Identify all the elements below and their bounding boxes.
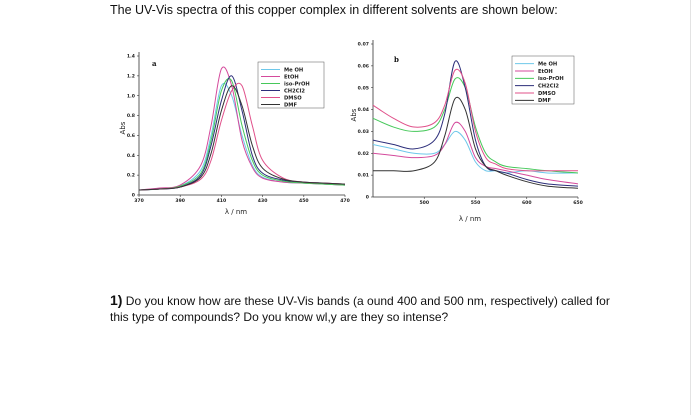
legend-label: DMSO [284,95,302,101]
legend-label: iso-PrOH [538,76,564,82]
x-axis-label: λ / nm [225,208,247,216]
y-tick-label: 0.2 [127,173,135,179]
series-line-iso-proh [138,78,346,191]
y-tick-label: 0.06 [358,63,369,69]
x-tick-label: 500 [419,200,429,206]
y-axis-label: Abs [119,121,127,134]
y-tick-label: 0.6 [127,133,135,139]
legend-label: CH2Cl2 [284,88,305,94]
x-tick-label: 470 [340,198,350,204]
x-tick-label: 650 [573,200,583,206]
y-tick-label: 0.05 [358,85,369,91]
y-tick-label: 0.01 [358,173,369,179]
panel-letter: a [152,59,157,68]
y-tick-label: 1.0 [127,93,135,99]
series-line-me-oh [372,130,579,174]
legend-label: iso-PrOH [284,81,310,87]
x-axis-label: λ / nm [459,215,481,223]
series-line-etoh [372,121,579,185]
header-text: The UV-Vis spectra of this copper comple… [110,3,558,17]
legend-label: Me OH [538,61,557,67]
question-number: 1) [110,292,123,308]
y-tick-label: 0.03 [358,129,369,135]
y-tick-label: 0.4 [127,153,135,159]
x-tick-label: 430 [258,198,268,204]
y-tick-label: 0.02 [358,151,369,157]
legend-label: CH2Cl2 [538,83,559,89]
x-tick-label: 410 [217,198,227,204]
legend-label: DMSO [538,91,556,97]
legend-label: DMF [538,98,551,104]
x-tick-label: 550 [471,200,481,206]
series-line-dmf [138,85,346,191]
y-tick-label: 0.8 [127,113,135,119]
y-tick-label: 0.07 [358,42,369,48]
y-tick-label: 0 [366,195,369,201]
series-line-dmf [373,96,579,189]
series-line-ch2cl2 [372,60,579,187]
legend-label: Me OH [284,67,303,73]
panel-letter: b [394,55,399,64]
page-border [690,0,691,415]
y-tick-label: 0 [132,193,135,199]
x-tick-label: 390 [175,198,185,204]
question-block: 1) Do you know how are these UV-Vis band… [110,292,630,325]
y-axis-label: Abs [350,108,358,121]
question-text: Do you know how are these UV-Vis bands (… [110,294,610,324]
y-tick-label: 1.4 [127,54,135,60]
series-line-dmso [372,68,578,172]
y-tick-label: 1.2 [127,73,135,79]
legend-label: EtOH [284,74,299,80]
y-tick-label: 0.04 [358,107,369,113]
x-tick-label: 600 [522,200,532,206]
x-tick-label: 370 [134,198,144,204]
legend-label: EtOH [538,69,553,75]
x-tick-label: 450 [299,198,309,204]
legend-label: DMF [284,102,297,108]
